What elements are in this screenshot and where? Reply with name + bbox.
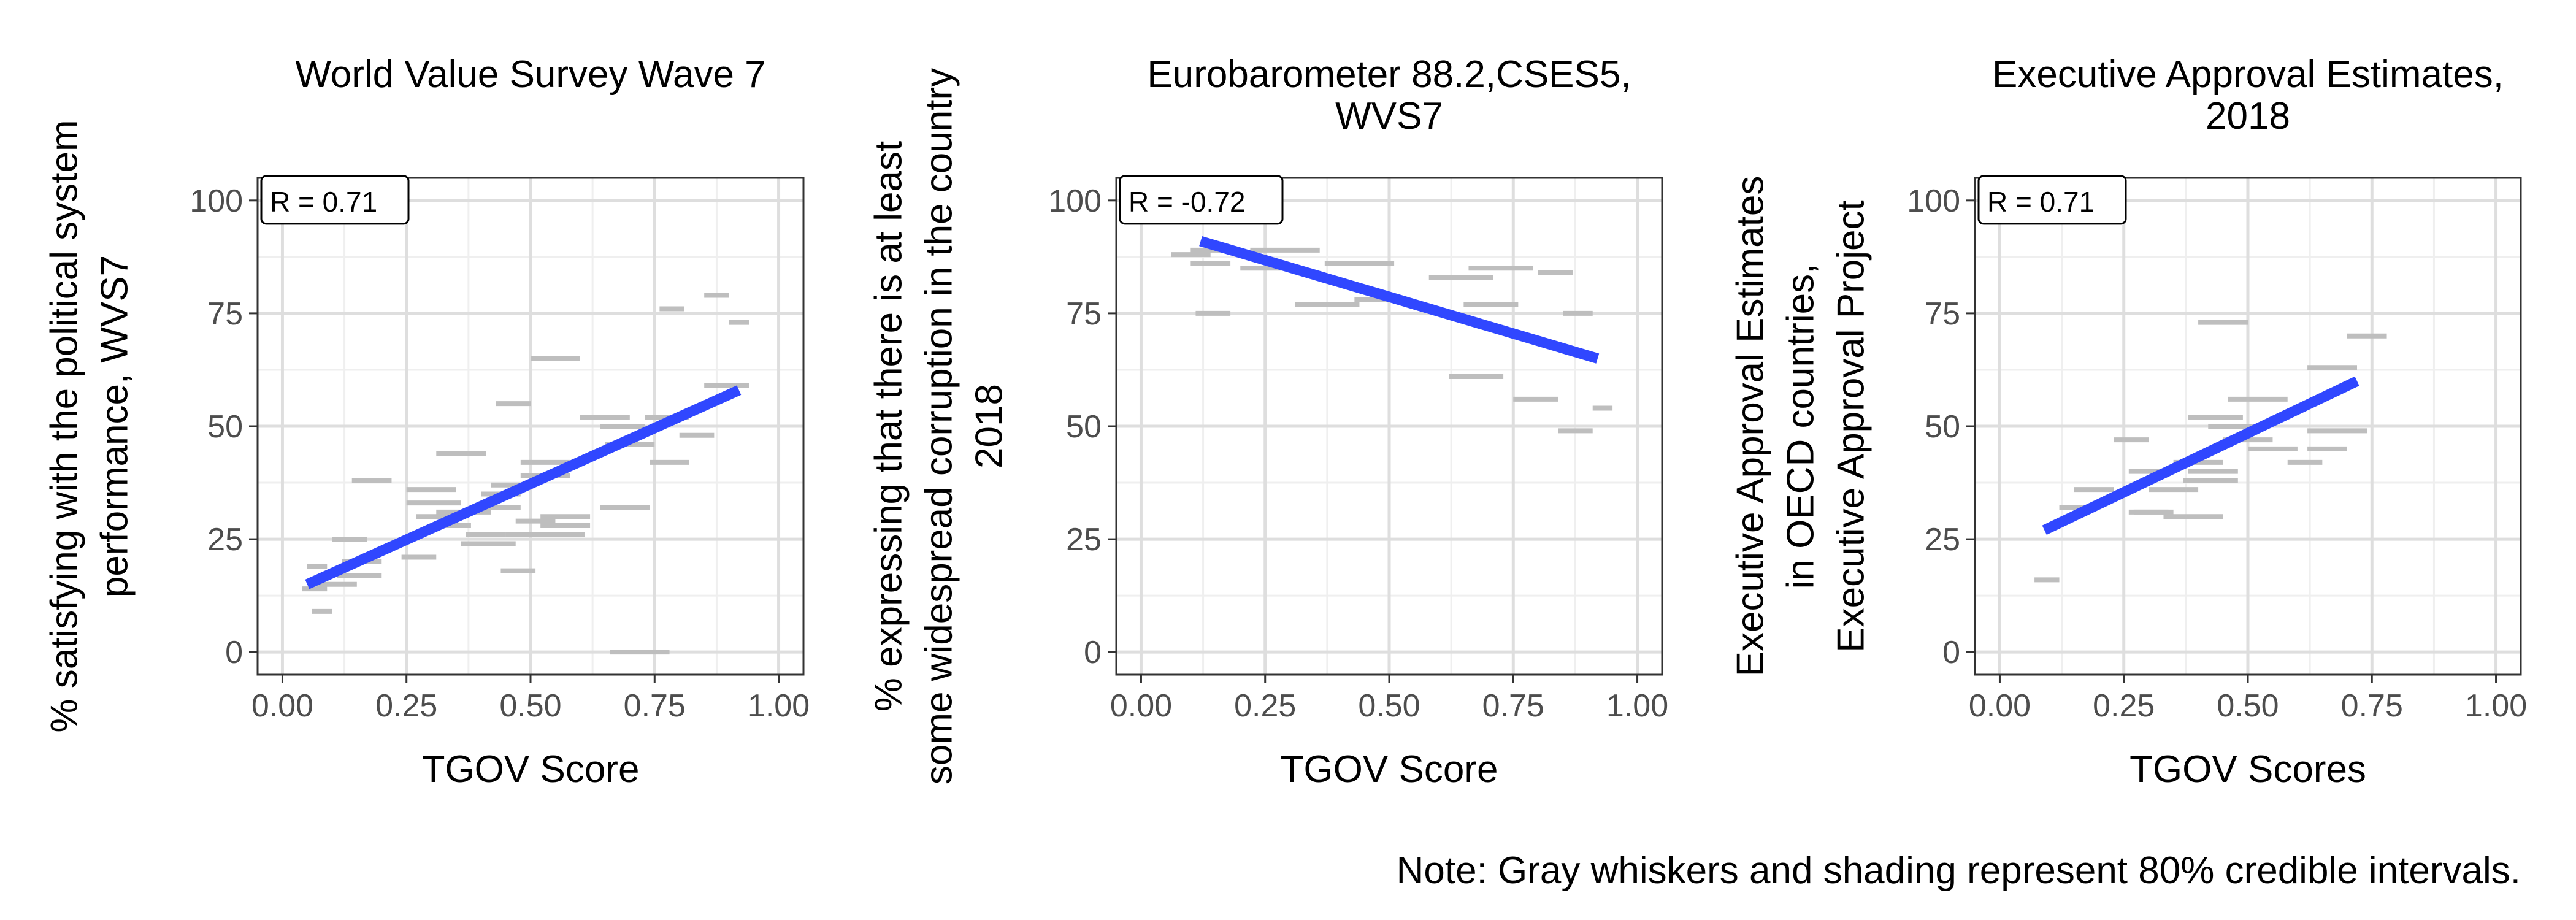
panel-title-line: Eurobarometer 88.2,CSES5, xyxy=(1147,53,1631,96)
figure-note: Note: Gray whiskers and shading represen… xyxy=(1397,849,2521,892)
y-tick-label: 75 xyxy=(1066,296,1102,332)
y-axis: 0 25 50 75 100 xyxy=(190,183,258,670)
panel-title-line: WVS7 xyxy=(1335,95,1443,137)
panel-wvs7: World Value Survey Wave 7 R = 0.71 0 25 50… xyxy=(43,53,810,791)
x-tick-label: 0.50 xyxy=(2217,688,2279,724)
fit-line xyxy=(305,385,742,589)
y-tick-label: 75 xyxy=(207,296,243,332)
panel-title-line: Executive Approval Estimates, xyxy=(1992,53,2504,96)
y-tick-label: 50 xyxy=(1066,409,1102,445)
y-tick-label: 75 xyxy=(1925,296,1960,332)
x-axis-title: TGOV Scores xyxy=(2129,748,2366,791)
x-axis-title: TGOV Score xyxy=(422,748,640,791)
panel-executive-approval: Executive Approval Estimates,2018 R = 0.… xyxy=(1729,53,2527,791)
x-axis: 0.00 0.25 0.50 0.75 1.00 xyxy=(1969,675,2527,724)
x-tick-label: 0.50 xyxy=(499,688,561,724)
annotation-text: R = 0.71 xyxy=(1987,186,2095,218)
panel-title: Eurobarometer 88.2,CSES5,WVS7 xyxy=(1147,53,1631,137)
y-axis-title-line: performance, WVS7 xyxy=(93,255,136,597)
fit-line xyxy=(2042,376,2359,535)
x-tick-label: 0.00 xyxy=(1110,688,1172,724)
x-tick-label: 0.50 xyxy=(1358,688,1420,724)
annotation-box xyxy=(1119,175,1284,225)
y-tick-label: 50 xyxy=(1925,409,1960,445)
x-tick-label: 0.75 xyxy=(2341,688,2403,724)
annotation-text: R = -0.72 xyxy=(1129,186,1246,218)
y-tick-label: 0 xyxy=(1084,635,1102,670)
annotation-text: R = 0.71 xyxy=(270,186,377,218)
panel-title: Executive Approval Estimates,2018 xyxy=(1992,53,2504,137)
y-tick-label: 25 xyxy=(1066,522,1102,558)
y-axis-title: % satisfying with the political system pe… xyxy=(43,120,136,732)
y-axis-title-line: some widespread corruption in the countr… xyxy=(918,68,960,784)
correlation-annotation: R = 0.71 xyxy=(1977,175,2127,225)
y-axis-title-line: % satisfying with the political system xyxy=(43,120,85,732)
y-axis-title-line: Executive Approval Estimates xyxy=(1729,176,1771,677)
y-tick-label: 100 xyxy=(190,183,243,219)
x-tick-label: 0.25 xyxy=(1234,688,1296,724)
y-tick-label: 50 xyxy=(207,409,243,445)
x-tick-label: 0.75 xyxy=(624,688,686,724)
panel-corruption: Eurobarometer 88.2,CSES5,WVS7 R = -0.72 … xyxy=(867,53,1668,791)
y-tick-label: 25 xyxy=(207,522,243,558)
x-tick-label: 0.25 xyxy=(2093,688,2155,724)
x-axis-title: TGOV Score xyxy=(1281,748,1498,791)
y-axis-title: Executive Approval Estimates in OECD coun… xyxy=(1729,176,1872,677)
y-tick-label: 100 xyxy=(1048,183,1102,219)
y-tick-label: 100 xyxy=(1907,183,1960,219)
credible-intervals xyxy=(302,293,749,655)
y-axis: 0 25 50 75 100 xyxy=(1907,183,1975,670)
x-axis: 0.00 0.25 0.50 0.75 1.00 xyxy=(251,675,810,724)
x-tick-label: 1.00 xyxy=(2465,688,2527,724)
correlation-annotation: R = 0.71 xyxy=(260,175,410,225)
annotation-box xyxy=(1977,175,2127,225)
x-axis: 0.00 0.25 0.50 0.75 1.00 xyxy=(1110,675,1668,724)
panel-title: World Value Survey Wave 7 xyxy=(295,53,765,96)
panel-title-line: 2018 xyxy=(2206,95,2290,137)
y-tick-label: 25 xyxy=(1925,522,1960,558)
y-axis: 0 25 50 75 100 xyxy=(1048,183,1116,670)
y-tick-label: 0 xyxy=(1942,635,1960,670)
x-tick-label: 0.25 xyxy=(375,688,437,724)
y-axis-title-line: Executive Approval Project xyxy=(1830,200,1872,653)
y-axis-title: % expressing that there is at least some … xyxy=(867,68,1010,784)
x-tick-label: 0.75 xyxy=(1482,688,1544,724)
y-axis-title-line: in OECD countries, xyxy=(1779,264,1822,589)
x-tick-label: 0.00 xyxy=(1969,688,2031,724)
y-axis-title-line: 2018 xyxy=(968,384,1010,469)
y-tick-label: 0 xyxy=(225,635,243,670)
credible-intervals xyxy=(1171,247,1613,434)
correlation-annotation: R = -0.72 xyxy=(1119,175,1284,225)
x-tick-label: 1.00 xyxy=(1606,688,1668,724)
x-tick-label: 1.00 xyxy=(748,688,810,724)
x-tick-label: 0.00 xyxy=(251,688,313,724)
fit-line xyxy=(1199,236,1600,364)
annotation-box xyxy=(260,175,410,225)
y-axis-title-line: % expressing that there is at least xyxy=(867,141,910,711)
